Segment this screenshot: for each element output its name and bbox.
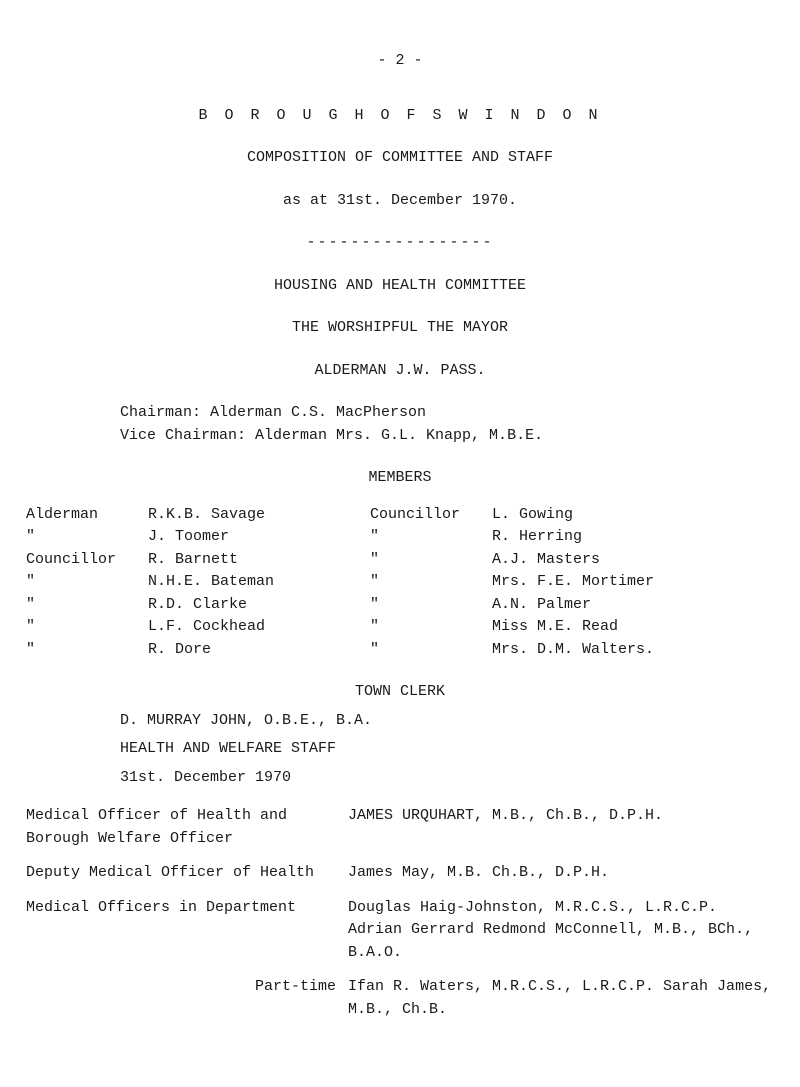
alderman-line: ALDERMAN J.W. PASS. xyxy=(20,360,780,383)
divider-dashes: ----------------- xyxy=(20,232,780,255)
moh-label: Medical Officer of Health and Borough We… xyxy=(20,799,342,856)
member-name-left: J. Toomer xyxy=(142,526,364,549)
members-header: MEMBERS xyxy=(20,467,780,490)
borough-line: B O R O U G H O F S W I N D O N xyxy=(20,105,780,128)
pt-label: Part-time xyxy=(20,970,342,1027)
member-title-right: " xyxy=(364,616,486,639)
member-title-right: " xyxy=(364,571,486,594)
town-clerk-name: D. MURRAY JOHN, O.B.E., B.A. xyxy=(120,710,780,733)
dept-label: Medical Officers in Department xyxy=(20,891,342,971)
composition-line: COMPOSITION OF COMMITTEE AND STAFF xyxy=(20,147,780,170)
staff-table: Medical Officer of Health and Borough We… xyxy=(20,799,780,1027)
member-name-left: R.K.B. Savage xyxy=(142,504,364,527)
hw-staff-header: HEALTH AND WELFARE STAFF xyxy=(120,738,780,761)
mayor-line: THE WORSHIPFUL THE MAYOR xyxy=(20,317,780,340)
moh-person: JAMES URQUHART, M.B., Ch.B., D.P.H. xyxy=(342,799,780,856)
dmoh-label: Deputy Medical Officer of Health xyxy=(20,856,342,891)
member-name-right: A.N. Palmer xyxy=(486,594,780,617)
table-row: " R. Dore " Mrs. D.M. Walters. xyxy=(20,639,780,662)
table-row: Alderman R.K.B. Savage Councillor L. Gow… xyxy=(20,504,780,527)
member-title-left: Councillor xyxy=(20,549,142,572)
table-row: " L.F. Cockhead " Miss M.E. Read xyxy=(20,616,780,639)
member-title-left: " xyxy=(20,639,142,662)
member-name-right: A.J. Masters xyxy=(486,549,780,572)
table-row: Medical Officer of Health and Borough We… xyxy=(20,799,780,856)
hw-date: 31st. December 1970 xyxy=(120,767,780,790)
member-name-left: R. Dore xyxy=(142,639,364,662)
member-title-left: " xyxy=(20,571,142,594)
member-name-right: Miss M.E. Read xyxy=(486,616,780,639)
table-row: " J. Toomer " R. Herring xyxy=(20,526,780,549)
table-row: Part-time Ifan R. Waters, M.R.C.S., L.R.… xyxy=(20,970,780,1027)
member-name-right: L. Gowing xyxy=(486,504,780,527)
members-table: Alderman R.K.B. Savage Councillor L. Gow… xyxy=(20,504,780,662)
town-clerk-header: TOWN CLERK xyxy=(20,681,780,704)
table-row: " N.H.E. Bateman " Mrs. F.E. Mortimer xyxy=(20,571,780,594)
member-name-right: Mrs. F.E. Mortimer xyxy=(486,571,780,594)
chairman-line: Chairman: Alderman C.S. MacPherson xyxy=(120,402,780,425)
as-at-line: as at 31st. December 1970. xyxy=(20,190,780,213)
member-title-left: " xyxy=(20,616,142,639)
page-number: - 2 - xyxy=(20,50,780,73)
member-name-left: N.H.E. Bateman xyxy=(142,571,364,594)
vice-chairman-line: Vice Chairman: Alderman Mrs. G.L. Knapp,… xyxy=(120,425,780,448)
table-row: Councillor R. Barnett " A.J. Masters xyxy=(20,549,780,572)
member-title-right: " xyxy=(364,594,486,617)
member-name-right: R. Herring xyxy=(486,526,780,549)
member-name-left: R.D. Clarke xyxy=(142,594,364,617)
member-title-right: Councillor xyxy=(364,504,486,527)
member-name-right: Mrs. D.M. Walters. xyxy=(486,639,780,662)
member-name-left: R. Barnett xyxy=(142,549,364,572)
dept-people: Douglas Haig-Johnston, M.R.C.S., L.R.C.P… xyxy=(342,891,780,971)
member-title-right: " xyxy=(364,526,486,549)
table-row: " R.D. Clarke " A.N. Palmer xyxy=(20,594,780,617)
member-title-left: Alderman xyxy=(20,504,142,527)
member-title-left: " xyxy=(20,526,142,549)
member-title-left: " xyxy=(20,594,142,617)
dmoh-person: James May, M.B. Ch.B., D.P.H. xyxy=(342,856,780,891)
pt-people: Ifan R. Waters, M.R.C.S., L.R.C.P. Sarah… xyxy=(342,970,780,1027)
committee-line: HOUSING AND HEALTH COMMITTEE xyxy=(20,275,780,298)
table-row: Deputy Medical Officer of Health James M… xyxy=(20,856,780,891)
member-title-right: " xyxy=(364,549,486,572)
town-clerk-block: TOWN CLERK D. MURRAY JOHN, O.B.E., B.A. … xyxy=(120,681,780,789)
table-row: Medical Officers in Department Douglas H… xyxy=(20,891,780,971)
leaders-block: Chairman: Alderman C.S. MacPherson Vice … xyxy=(120,402,780,447)
member-name-left: L.F. Cockhead xyxy=(142,616,364,639)
member-title-right: " xyxy=(364,639,486,662)
